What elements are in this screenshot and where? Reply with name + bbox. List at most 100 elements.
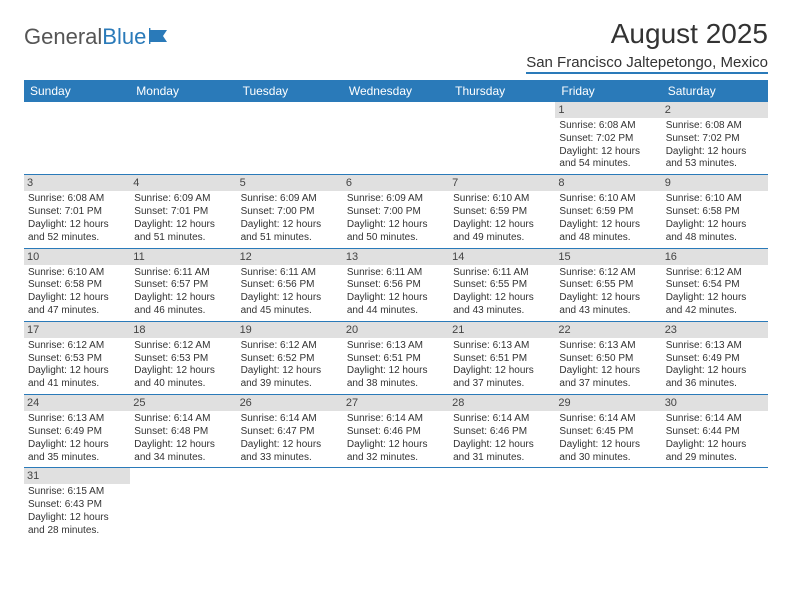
sunset-text: Sunset: 6:46 PM (347, 426, 445, 439)
calendar-day-cell: 3Sunrise: 6:08 AMSunset: 7:01 PMDaylight… (24, 175, 130, 248)
col-saturday: Saturday (662, 80, 768, 102)
sunset-text: Sunset: 6:47 PM (241, 426, 339, 439)
sunset-text: Sunset: 6:49 PM (666, 353, 764, 366)
sunset-text: Sunset: 6:55 PM (453, 279, 551, 292)
daylight-text: Daylight: 12 hours and 44 minutes. (347, 292, 445, 318)
calendar-day-cell: . (555, 468, 661, 541)
brand-part2: Blue (102, 24, 146, 50)
day-number: 13 (343, 249, 449, 265)
daylight-text: Daylight: 12 hours and 53 minutes. (666, 146, 764, 172)
calendar-day-cell: 6Sunrise: 6:09 AMSunset: 7:00 PMDaylight… (343, 175, 449, 248)
calendar-day-cell: 29Sunrise: 6:14 AMSunset: 6:45 PMDayligh… (555, 395, 661, 468)
sunrise-text: Sunrise: 6:13 AM (559, 340, 657, 353)
calendar-week-row: 24Sunrise: 6:13 AMSunset: 6:49 PMDayligh… (24, 395, 768, 468)
daylight-text: Daylight: 12 hours and 50 minutes. (347, 219, 445, 245)
day-number: 31 (24, 468, 130, 484)
daylight-text: Daylight: 12 hours and 39 minutes. (241, 365, 339, 391)
calendar-day-cell: 27Sunrise: 6:14 AMSunset: 6:46 PMDayligh… (343, 395, 449, 468)
calendar-day-cell: 23Sunrise: 6:13 AMSunset: 6:49 PMDayligh… (662, 321, 768, 394)
daylight-text: Daylight: 12 hours and 51 minutes. (134, 219, 232, 245)
day-number: 8 (555, 175, 661, 191)
daylight-text: Daylight: 12 hours and 38 minutes. (347, 365, 445, 391)
daylight-text: Daylight: 12 hours and 35 minutes. (28, 439, 126, 465)
daylight-text: Daylight: 12 hours and 34 minutes. (134, 439, 232, 465)
sunrise-text: Sunrise: 6:14 AM (666, 413, 764, 426)
calendar-week-row: 10Sunrise: 6:10 AMSunset: 6:58 PMDayligh… (24, 248, 768, 321)
sunrise-text: Sunrise: 6:09 AM (347, 193, 445, 206)
sunrise-text: Sunrise: 6:12 AM (28, 340, 126, 353)
daylight-text: Daylight: 12 hours and 51 minutes. (241, 219, 339, 245)
day-number: 6 (343, 175, 449, 191)
sunrise-text: Sunrise: 6:14 AM (559, 413, 657, 426)
calendar-day-cell: 14Sunrise: 6:11 AMSunset: 6:55 PMDayligh… (449, 248, 555, 321)
calendar-day-cell: 7Sunrise: 6:10 AMSunset: 6:59 PMDaylight… (449, 175, 555, 248)
calendar-day-cell: 5Sunrise: 6:09 AMSunset: 7:00 PMDaylight… (237, 175, 343, 248)
sunset-text: Sunset: 6:58 PM (28, 279, 126, 292)
sunset-text: Sunset: 6:46 PM (453, 426, 551, 439)
daylight-text: Daylight: 12 hours and 43 minutes. (453, 292, 551, 318)
sunrise-text: Sunrise: 6:11 AM (347, 267, 445, 280)
daylight-text: Daylight: 12 hours and 43 minutes. (559, 292, 657, 318)
calendar-day-cell: 9Sunrise: 6:10 AMSunset: 6:58 PMDaylight… (662, 175, 768, 248)
sunset-text: Sunset: 6:44 PM (666, 426, 764, 439)
day-number: 12 (237, 249, 343, 265)
sunrise-text: Sunrise: 6:12 AM (134, 340, 232, 353)
sunset-text: Sunset: 6:51 PM (453, 353, 551, 366)
sunrise-text: Sunrise: 6:14 AM (134, 413, 232, 426)
sunrise-text: Sunrise: 6:10 AM (666, 193, 764, 206)
sunset-text: Sunset: 7:02 PM (666, 133, 764, 146)
calendar-week-row: .....1Sunrise: 6:08 AMSunset: 7:02 PMDay… (24, 102, 768, 175)
calendar-day-cell: . (130, 102, 236, 175)
calendar-day-cell: . (237, 102, 343, 175)
sunrise-text: Sunrise: 6:12 AM (241, 340, 339, 353)
calendar-day-cell: 24Sunrise: 6:13 AMSunset: 6:49 PMDayligh… (24, 395, 130, 468)
sunrise-text: Sunrise: 6:09 AM (241, 193, 339, 206)
sunset-text: Sunset: 7:01 PM (28, 206, 126, 219)
daylight-text: Daylight: 12 hours and 46 minutes. (134, 292, 232, 318)
daylight-text: Daylight: 12 hours and 28 minutes. (28, 512, 126, 538)
calendar-day-cell: 22Sunrise: 6:13 AMSunset: 6:50 PMDayligh… (555, 321, 661, 394)
sunrise-text: Sunrise: 6:13 AM (28, 413, 126, 426)
sunrise-text: Sunrise: 6:12 AM (666, 267, 764, 280)
month-title: August 2025 (526, 18, 768, 50)
daylight-text: Daylight: 12 hours and 32 minutes. (347, 439, 445, 465)
sunset-text: Sunset: 6:54 PM (666, 279, 764, 292)
daylight-text: Daylight: 12 hours and 36 minutes. (666, 365, 764, 391)
sunset-text: Sunset: 7:02 PM (559, 133, 657, 146)
sunset-text: Sunset: 6:57 PM (134, 279, 232, 292)
day-number: 26 (237, 395, 343, 411)
day-number: 22 (555, 322, 661, 338)
calendar-day-cell: 17Sunrise: 6:12 AMSunset: 6:53 PMDayligh… (24, 321, 130, 394)
daylight-text: Daylight: 12 hours and 42 minutes. (666, 292, 764, 318)
calendar-week-row: 31Sunrise: 6:15 AMSunset: 6:43 PMDayligh… (24, 468, 768, 541)
sunrise-text: Sunrise: 6:13 AM (666, 340, 764, 353)
day-number: 10 (24, 249, 130, 265)
sunset-text: Sunset: 6:55 PM (559, 279, 657, 292)
sunrise-text: Sunrise: 6:11 AM (241, 267, 339, 280)
calendar-day-cell: 25Sunrise: 6:14 AMSunset: 6:48 PMDayligh… (130, 395, 236, 468)
col-sunday: Sunday (24, 80, 130, 102)
sunrise-text: Sunrise: 6:08 AM (559, 120, 657, 133)
daylight-text: Daylight: 12 hours and 45 minutes. (241, 292, 339, 318)
sunset-text: Sunset: 6:56 PM (241, 279, 339, 292)
calendar-day-cell: 13Sunrise: 6:11 AMSunset: 6:56 PMDayligh… (343, 248, 449, 321)
daylight-text: Daylight: 12 hours and 48 minutes. (559, 219, 657, 245)
day-number: 21 (449, 322, 555, 338)
calendar-day-cell: . (24, 102, 130, 175)
sunset-text: Sunset: 6:48 PM (134, 426, 232, 439)
calendar-day-cell: 26Sunrise: 6:14 AMSunset: 6:47 PMDayligh… (237, 395, 343, 468)
flag-icon (149, 24, 171, 50)
daylight-text: Daylight: 12 hours and 29 minutes. (666, 439, 764, 465)
calendar-week-row: 17Sunrise: 6:12 AMSunset: 6:53 PMDayligh… (24, 321, 768, 394)
page-header: GeneralBlue August 2025 San Francisco Ja… (24, 18, 768, 74)
calendar-day-cell: 2Sunrise: 6:08 AMSunset: 7:02 PMDaylight… (662, 102, 768, 175)
calendar-day-cell: 16Sunrise: 6:12 AMSunset: 6:54 PMDayligh… (662, 248, 768, 321)
col-wednesday: Wednesday (343, 80, 449, 102)
calendar-day-cell: 11Sunrise: 6:11 AMSunset: 6:57 PMDayligh… (130, 248, 236, 321)
day-number: 20 (343, 322, 449, 338)
sunset-text: Sunset: 6:51 PM (347, 353, 445, 366)
calendar-day-cell: 20Sunrise: 6:13 AMSunset: 6:51 PMDayligh… (343, 321, 449, 394)
day-number: 14 (449, 249, 555, 265)
sunset-text: Sunset: 6:43 PM (28, 499, 126, 512)
calendar-day-cell: 31Sunrise: 6:15 AMSunset: 6:43 PMDayligh… (24, 468, 130, 541)
